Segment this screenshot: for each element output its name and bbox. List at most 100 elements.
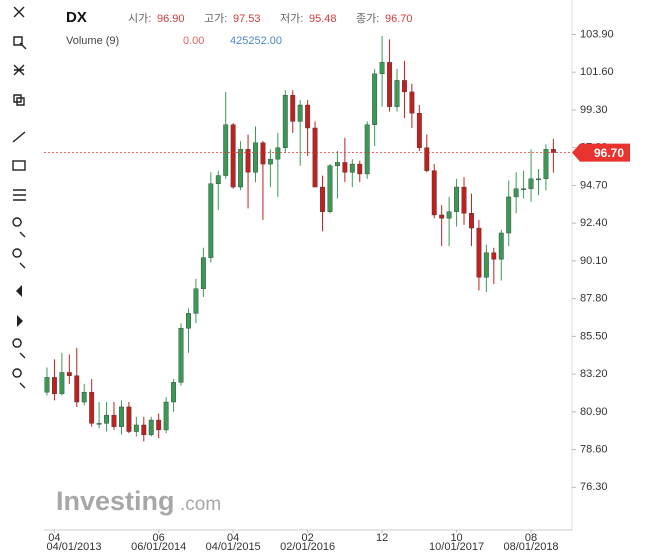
candle-body [126,406,132,432]
fib-tool-icon[interactable] [13,189,26,201]
x-tick-date: 04/01/2013 [46,541,101,553]
candle-body [96,423,102,425]
x-tick-date: 10/01/2017 [429,541,484,553]
x-tick-label: 12 [376,532,388,544]
candle-body [290,94,296,122]
candle-body [282,94,288,148]
candle-body [260,142,266,165]
candle-body [506,196,512,234]
ohlc-label: 시가: [128,12,151,25]
candle-body [536,178,541,181]
scroll-left-icon[interactable] [16,285,22,297]
watermark: Investing [56,486,175,516]
candle-body [498,232,504,260]
ohlc-label: 저가: [280,12,303,25]
candle-body [51,377,57,395]
candle-body [66,372,72,376]
candle-body [305,104,311,129]
tool-icon[interactable] [13,94,25,106]
candle-body [253,142,258,173]
candle-body [483,252,489,278]
candle-body [312,127,318,188]
y-tick-label: 99.30 [580,104,608,116]
candle-body [513,188,519,198]
candle-body [543,149,549,180]
price-marker [572,143,630,162]
candle-body [208,183,214,258]
tool-icon[interactable] [13,64,25,76]
candle-body [521,188,527,190]
candle-body [297,104,303,122]
candle-body [528,178,534,189]
candle-body [550,149,556,153]
candle-body [44,377,50,393]
candle-body [409,91,415,114]
candle-body [119,406,124,427]
candle-body [215,175,221,184]
candle-body [394,80,400,107]
candle-body [178,327,184,383]
candle-body [424,147,430,171]
candle-body [171,382,177,403]
rect-tool-icon[interactable] [12,160,26,171]
candle-body [275,147,281,160]
tool-icon[interactable] [13,36,27,50]
x-tick-date: 04/01/2015 [206,541,261,553]
candle-body [245,149,251,173]
scroll-right-icon[interactable] [17,315,23,327]
y-tick-label: 101.60 [580,66,614,78]
candle-body [133,424,139,432]
candle-body [402,80,407,93]
candle-body [200,257,206,289]
candle-body [387,62,392,107]
candle-body [476,227,482,278]
candle-body [59,372,65,395]
tool-icon[interactable] [12,338,26,359]
close-icon[interactable] [13,6,25,18]
candle-body [446,211,452,219]
x-tick-date: 06/01/2014 [131,541,186,553]
tool-icon[interactable] [12,368,26,389]
ohlc-value: 97.53 [233,13,261,25]
candle-body [267,158,273,165]
candle-body [320,186,325,212]
x-tick-label: 04 [48,532,60,544]
symbol: DX [66,9,87,26]
candle-body [342,162,348,173]
candle-body [111,414,117,427]
candle-body [431,170,437,216]
x-tick-label: 02 [302,532,314,544]
line-tool-icon[interactable] [12,131,26,143]
y-tick-label: 94.70 [580,179,608,191]
x-tick-label: 04 [227,532,239,544]
y-tick-label: 80.90 [580,406,608,418]
candle-body [439,214,445,219]
candle-body [163,401,169,431]
price-marker-label: 96.70 [594,146,624,160]
zoom-in-icon[interactable] [12,217,26,238]
volume-value: 0.00 [183,35,204,47]
x-tick-date: 02/01/2016 [280,541,335,553]
candle-body [74,375,80,403]
ohlc-value: 96.70 [385,13,413,25]
candle-body [230,124,236,188]
candle-body [334,162,340,166]
candle-body [104,414,109,424]
y-tick-label: 103.90 [580,28,614,40]
candle-body [357,163,363,175]
y-tick-label: 85.50 [580,330,608,342]
watermark-suffix: .com [180,494,221,515]
y-tick-label: 87.80 [580,293,608,305]
volume-label: Volume (9) [66,35,119,47]
candle-body [156,419,162,431]
candle-body [349,163,355,173]
x-tick-label: 08 [525,532,537,544]
zoom-out-icon[interactable] [12,248,26,269]
y-tick-label: 92.40 [580,217,608,229]
candle-body [148,419,154,436]
candle-body [372,73,378,125]
x-tick-date: 08/01/2018 [504,541,559,553]
x-tick-label: 10 [450,532,462,544]
y-tick-label: 78.60 [580,444,608,456]
